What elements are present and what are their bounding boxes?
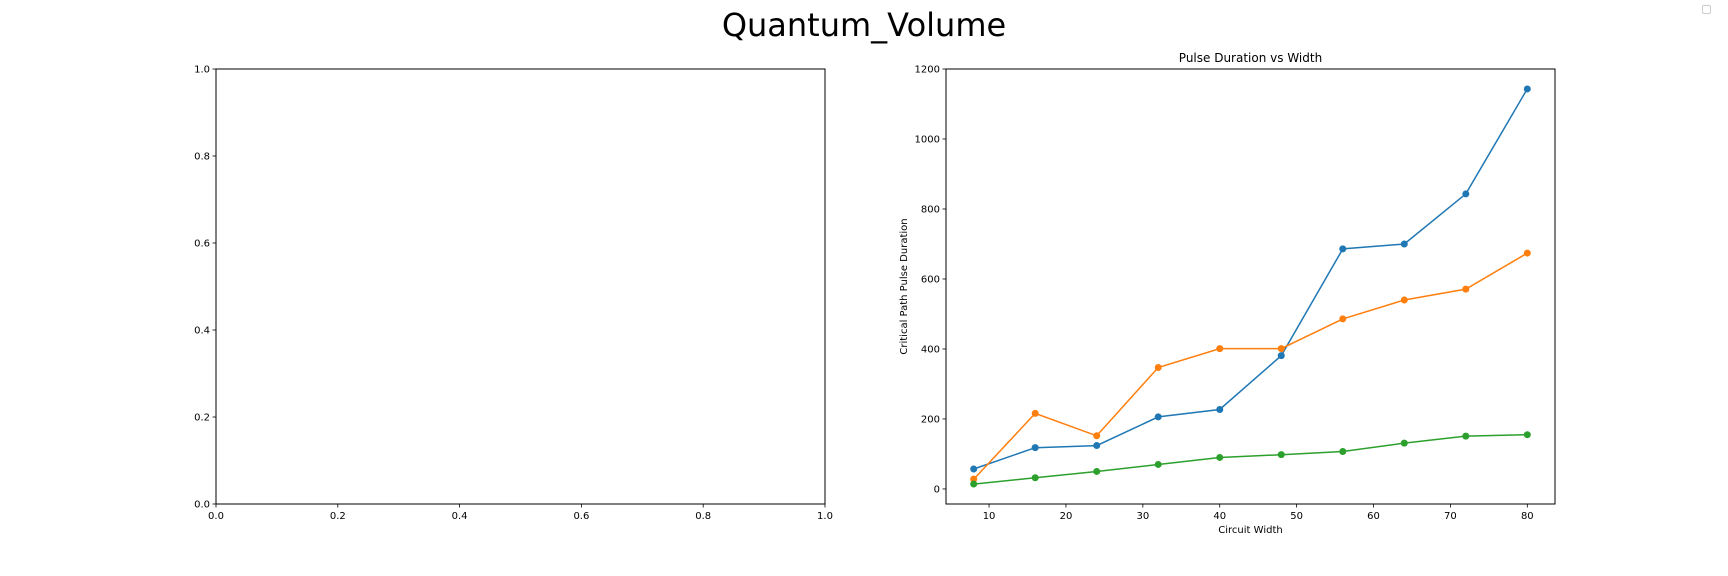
series-1-point	[1093, 442, 1101, 450]
series-2-point	[1031, 409, 1039, 417]
series-2-point	[1154, 364, 1162, 372]
x-tick-label: 30	[1136, 511, 1149, 522]
y-axis-label: Critical Path Pulse Duration	[899, 218, 910, 354]
y-tick-label: 400	[921, 344, 940, 355]
y-tick-label: 600	[921, 274, 940, 285]
left-axes: 0.0 0.2 0.4 0.6 0.8 1.0 0.0 0.2 0.4 0.6 0.8 1.0	[194, 65, 833, 523]
left-y-ticks: 0.0 0.2 0.4 0.6 0.8 1.0	[194, 65, 216, 511]
y-tick-label: 0.6	[194, 239, 210, 250]
series-2-point	[1093, 432, 1101, 440]
x-tick-label: 20	[1060, 511, 1073, 522]
series-3-point	[1277, 451, 1285, 459]
series-1-point	[1216, 406, 1224, 414]
legend	[1702, 5, 1711, 14]
series-1-point	[1277, 352, 1285, 360]
series-1-line	[973, 88, 1528, 470]
series-1-point	[1400, 240, 1408, 248]
y-tick-label: 1.0	[194, 65, 210, 76]
series-2-point	[1523, 249, 1531, 257]
y-tick-label: 0.8	[194, 152, 210, 163]
x-tick-label: 40	[1213, 511, 1226, 522]
y-tick-label: 200	[921, 414, 940, 425]
y-tick-label: 0	[934, 484, 940, 495]
series-3-point	[1523, 431, 1531, 439]
series-3-point	[970, 480, 978, 488]
series-1-point	[1031, 444, 1039, 452]
series-2-point	[1462, 285, 1470, 293]
right-axes: Pulse Duration vs Width 10 20 30 40 50 60 70 80…	[899, 51, 1556, 536]
x-tick-label: 0.4	[452, 511, 468, 522]
series-3-line	[973, 433, 1528, 485]
series-3-point	[1400, 439, 1408, 447]
left-axes-frame	[215, 68, 826, 505]
x-axis-label: Circuit Width	[1218, 525, 1282, 536]
series-1-point	[1154, 413, 1162, 421]
series-3-point	[1093, 467, 1101, 475]
right-chart-title: Pulse Duration vs Width	[1179, 51, 1322, 65]
right-x-ticks: 10 20 30 40 50 60 70 80	[983, 504, 1534, 522]
x-tick-label: 0.8	[695, 511, 711, 522]
series-2-point	[1400, 296, 1408, 304]
series-3-point	[1216, 453, 1224, 461]
series-3-point	[1031, 474, 1039, 482]
series-1-point	[1523, 85, 1531, 93]
right-series	[970, 85, 1531, 488]
series-3-point	[1154, 460, 1162, 468]
y-tick-label: 800	[921, 204, 940, 215]
series-3-point	[1462, 432, 1470, 440]
series-1-point	[1462, 190, 1470, 198]
y-tick-label: 0.0	[194, 500, 210, 511]
x-tick-label: 60	[1367, 511, 1380, 522]
series-2-point	[970, 475, 978, 483]
left-x-ticks: 0.0 0.2 0.4 0.6 0.8 1.0	[208, 504, 833, 522]
series-1-point	[1339, 245, 1347, 253]
x-tick-label: 1.0	[817, 511, 833, 522]
series-2-line	[973, 252, 1528, 480]
y-tick-label: 1000	[915, 134, 940, 145]
figure-title: Quantum_Volume	[722, 6, 1006, 44]
y-tick-label: 0.4	[194, 326, 210, 337]
x-tick-label: 0.2	[330, 511, 346, 522]
x-tick-label: 0.0	[208, 511, 224, 522]
x-tick-label: 70	[1444, 511, 1457, 522]
series-2-point	[1277, 345, 1285, 353]
x-tick-label: 0.6	[573, 511, 589, 522]
x-tick-label: 50	[1290, 511, 1303, 522]
series-3-point	[1339, 448, 1347, 456]
x-tick-label: 10	[983, 511, 996, 522]
right-axes-frame	[945, 68, 1556, 505]
x-tick-label: 80	[1521, 511, 1534, 522]
y-tick-label: 1200	[915, 65, 940, 76]
series-1-point	[970, 465, 978, 473]
y-tick-label: 0.2	[194, 413, 210, 424]
series-2-point	[1216, 345, 1224, 353]
series-2-point	[1339, 315, 1347, 323]
right-y-ticks: 0 200 400 600 800 1000 1200	[915, 65, 946, 495]
